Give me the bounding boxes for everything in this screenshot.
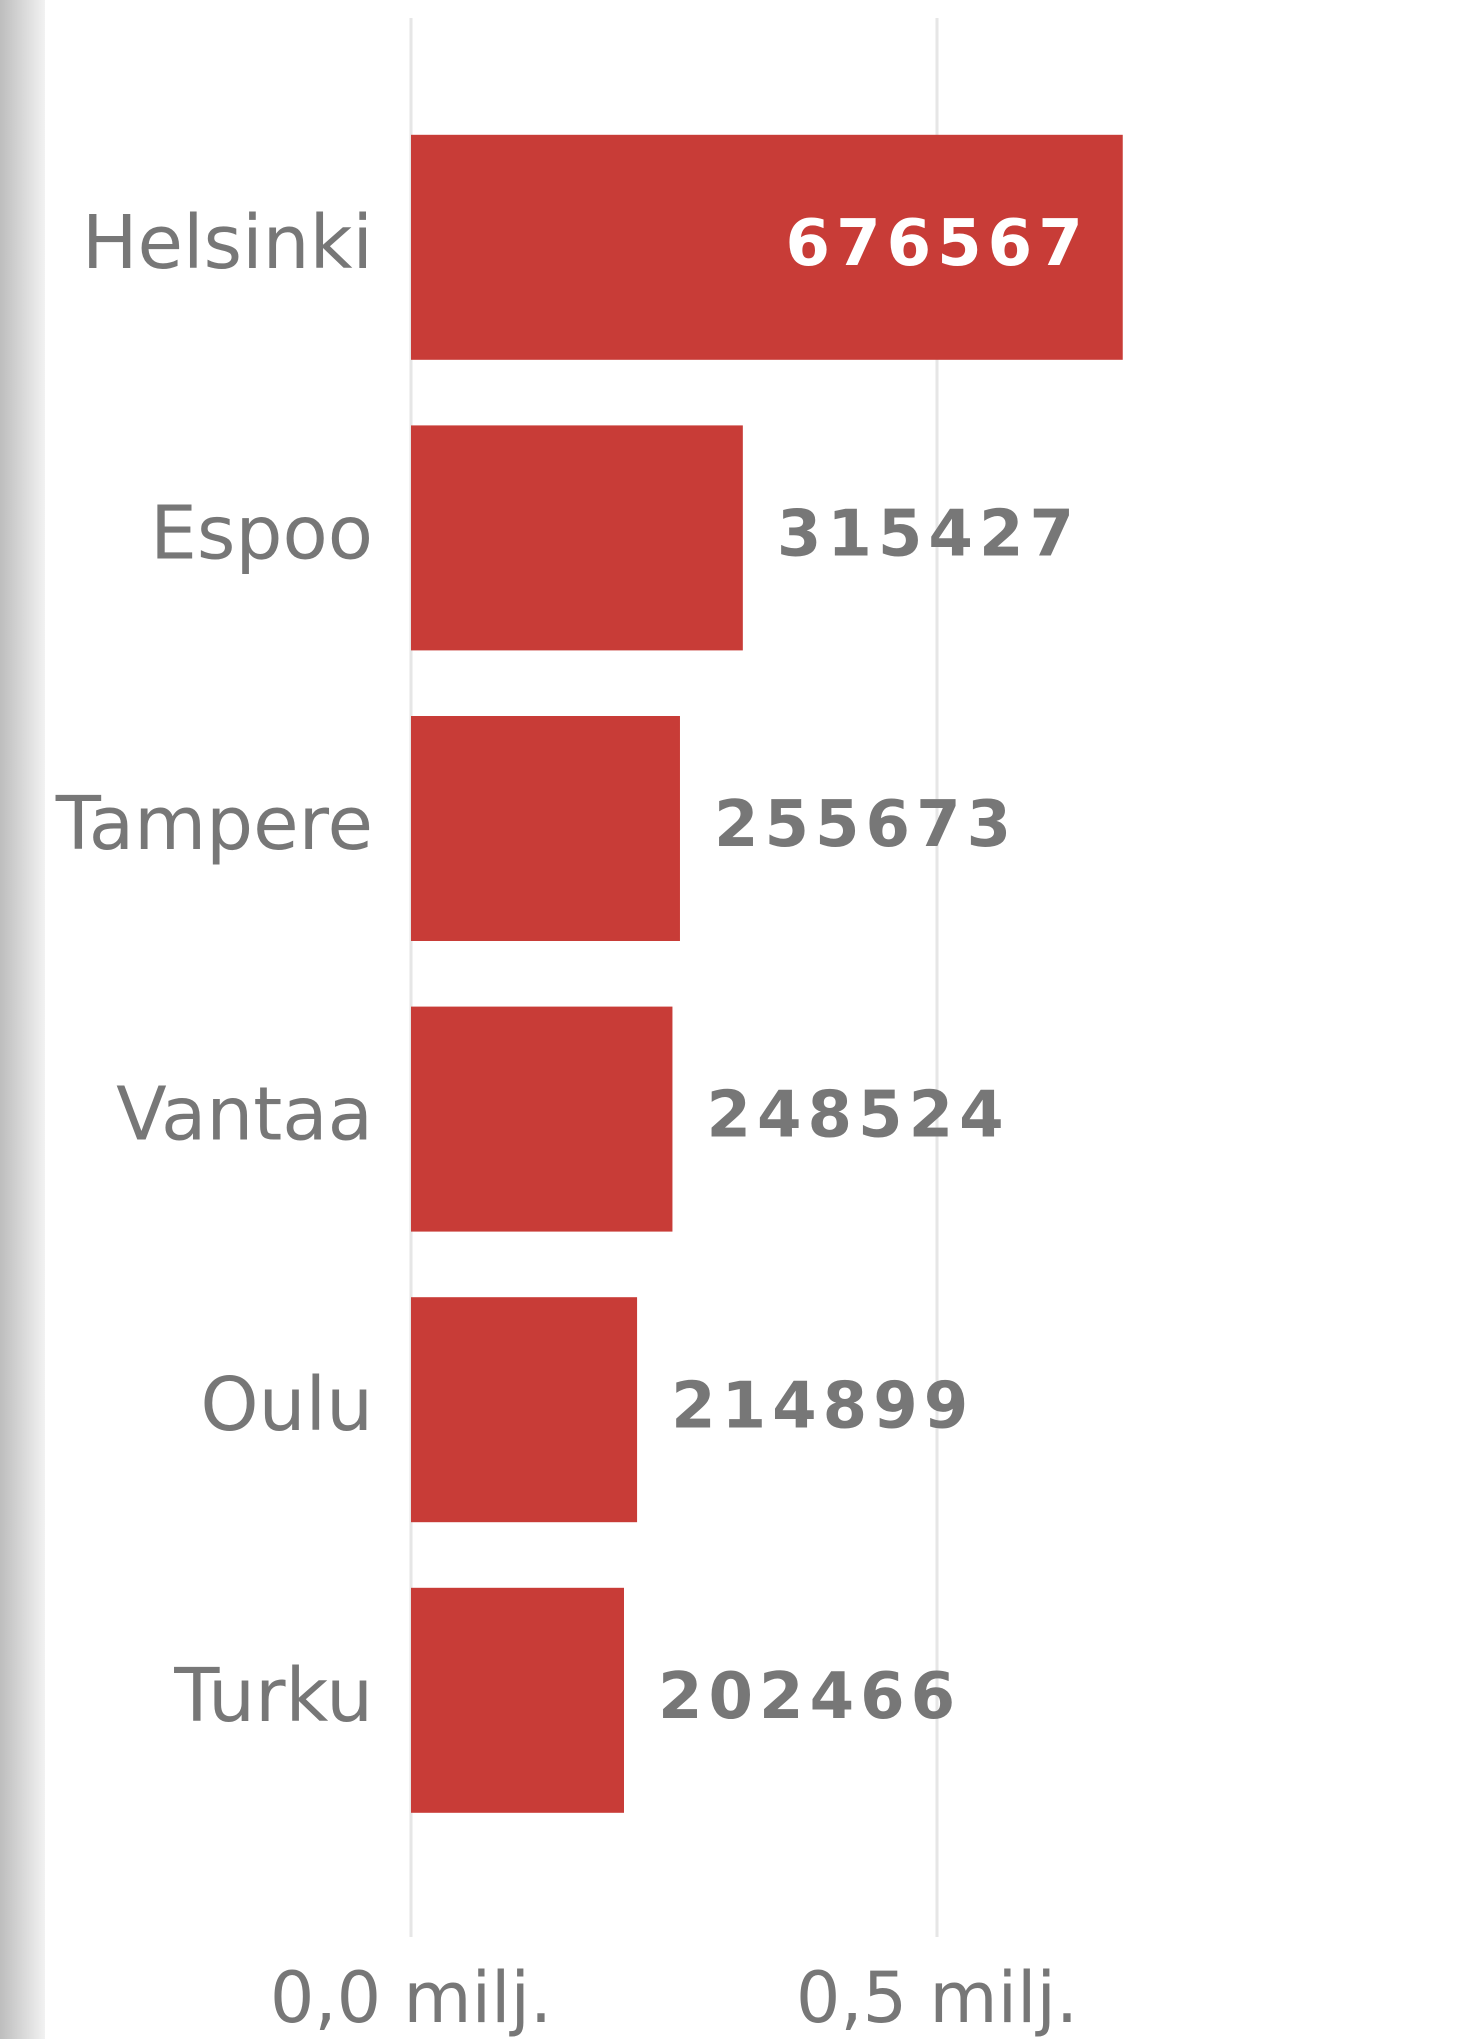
y-tick-label: Espoo — [150, 490, 373, 576]
bar — [411, 716, 680, 941]
bar — [411, 1297, 638, 1523]
y-tick-label: Vantaa — [116, 1072, 373, 1158]
bar — [411, 1006, 673, 1232]
x-tick-label: 0,0 milj. — [270, 1957, 552, 2039]
y-tick-label: Turku — [173, 1653, 373, 1739]
bar — [411, 425, 743, 651]
side-panel-edge — [0, 0, 45, 2039]
y-tick-label: Tampere — [55, 781, 373, 867]
data-label: 676567 — [786, 207, 1089, 281]
data-label: 315427 — [777, 497, 1080, 571]
x-tick-label: 0,5 milj. — [796, 1957, 1078, 2039]
bar — [411, 1587, 624, 1813]
data-label: 202466 — [658, 1660, 961, 1734]
y-tick-label: Oulu — [200, 1362, 373, 1448]
y-tick-label: Helsinki — [82, 200, 373, 286]
data-label: 248524 — [706, 1079, 1009, 1153]
data-label: 214899 — [671, 1369, 974, 1443]
bar — [411, 134, 1123, 360]
data-label: 255673 — [714, 788, 1017, 862]
